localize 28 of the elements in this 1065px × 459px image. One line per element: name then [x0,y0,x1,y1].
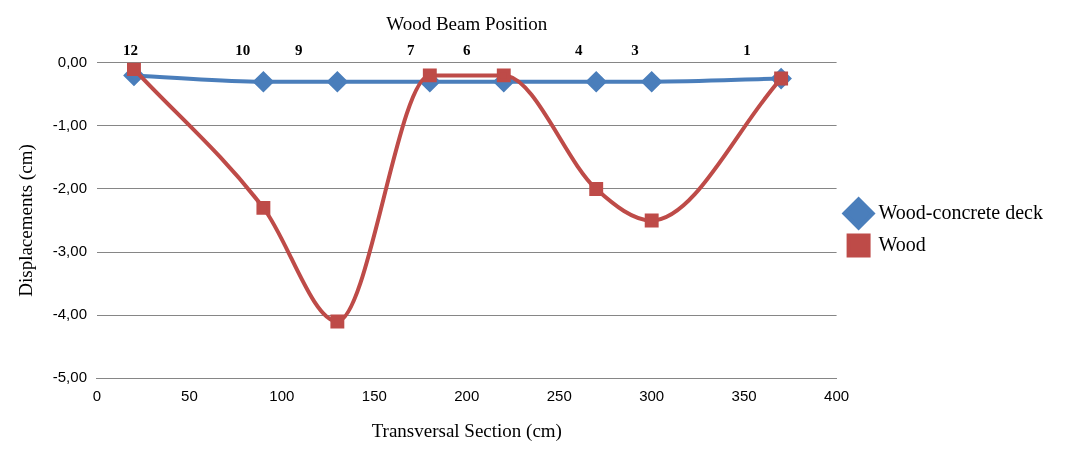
y-axis-title: Displacements (cm) [15,144,38,297]
y-tick-label: -5,00 [52,368,87,386]
y-tick-label: -1,00 [52,116,87,134]
y-tick-label: -4,00 [52,305,87,323]
x-tick-label: 50 [181,387,198,405]
x2-tick-label: 4 [575,41,584,58]
legend-label: Wood [878,232,926,255]
y-tick-label: -3,00 [52,242,87,260]
x2-tick-label: 10 [235,41,251,58]
x2-tick-label: 12 [123,41,139,58]
x2-tick-label: 7 [407,41,416,58]
x-tick-label: 350 [731,387,757,405]
x2-tick-label: 3 [631,41,639,58]
x-tick-label: 250 [546,387,572,405]
x2-tick-label: 6 [463,41,472,58]
x-tick-label: 200 [454,387,480,405]
legend-label: Wood-concrete deck [878,200,1044,223]
x-tick-label: 300 [639,387,665,405]
y-tick-label: 0,00 [57,52,87,70]
x2-tick-label: 9 [294,41,303,58]
x-tick-label: 0 [92,387,102,405]
x-tick-label: 400 [824,387,850,405]
x2-tick-label: 1 [743,41,751,58]
x-axis-title: Transversal Section (cm) [371,419,562,442]
y-tick-label: -2,00 [52,179,87,197]
x-tick-label: 150 [361,387,387,405]
x2-axis-title: Wood Beam Position [386,13,548,35]
x-tick-label: 100 [269,387,295,405]
